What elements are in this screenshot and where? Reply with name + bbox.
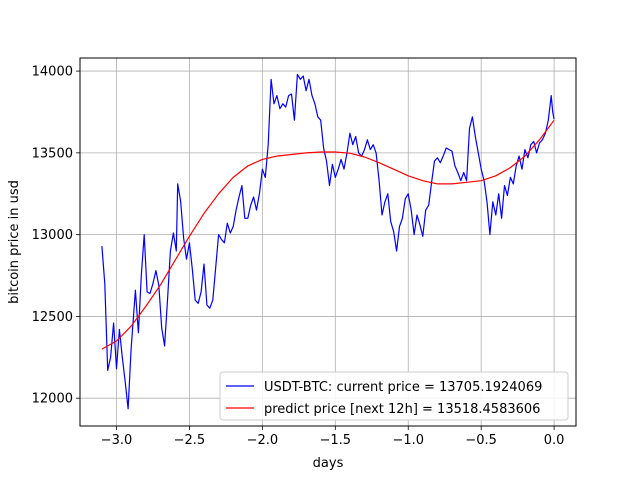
x-tick-label: −2.0 xyxy=(247,433,279,448)
x-tick-label: −0.5 xyxy=(465,433,497,448)
x-axis-label: days xyxy=(313,456,344,471)
x-tick-label: −1.5 xyxy=(320,433,352,448)
x-axis-ticks: −3.0 −2.5 −2.0 −1.5 −1.0 −0.5 0.0 xyxy=(101,426,565,448)
y-tick-label: 13500 xyxy=(32,146,73,161)
series-layer xyxy=(101,73,555,410)
legend-label-predict: predict price [next 12h] = 13518.4583606 xyxy=(264,402,540,417)
series-line-predicted-price xyxy=(101,119,555,350)
y-tick-label: 12000 xyxy=(32,392,73,407)
x-tick-label: 0.0 xyxy=(544,433,565,448)
legend-box xyxy=(219,371,569,421)
y-axis-ticks: 12000 12500 13000 13500 14000 xyxy=(32,65,80,407)
legend-label-current: USDT-BTC: current price = 13705.1924069 xyxy=(264,380,542,395)
y-tick-label: 13000 xyxy=(32,228,73,243)
y-tick-label: 14000 xyxy=(32,65,73,80)
series-line-current-price xyxy=(101,73,555,410)
x-tick-label: −3.0 xyxy=(101,433,133,448)
x-tick-label: −1.0 xyxy=(392,433,424,448)
legend: USDT-BTC: current price = 13705.1924069 … xyxy=(219,371,569,421)
plot-frame xyxy=(79,57,577,427)
grid xyxy=(80,58,576,426)
y-tick-label: 12500 xyxy=(32,310,73,325)
y-axis-label: bitcoin price in usd xyxy=(7,180,22,304)
x-tick-label: −2.5 xyxy=(174,433,206,448)
